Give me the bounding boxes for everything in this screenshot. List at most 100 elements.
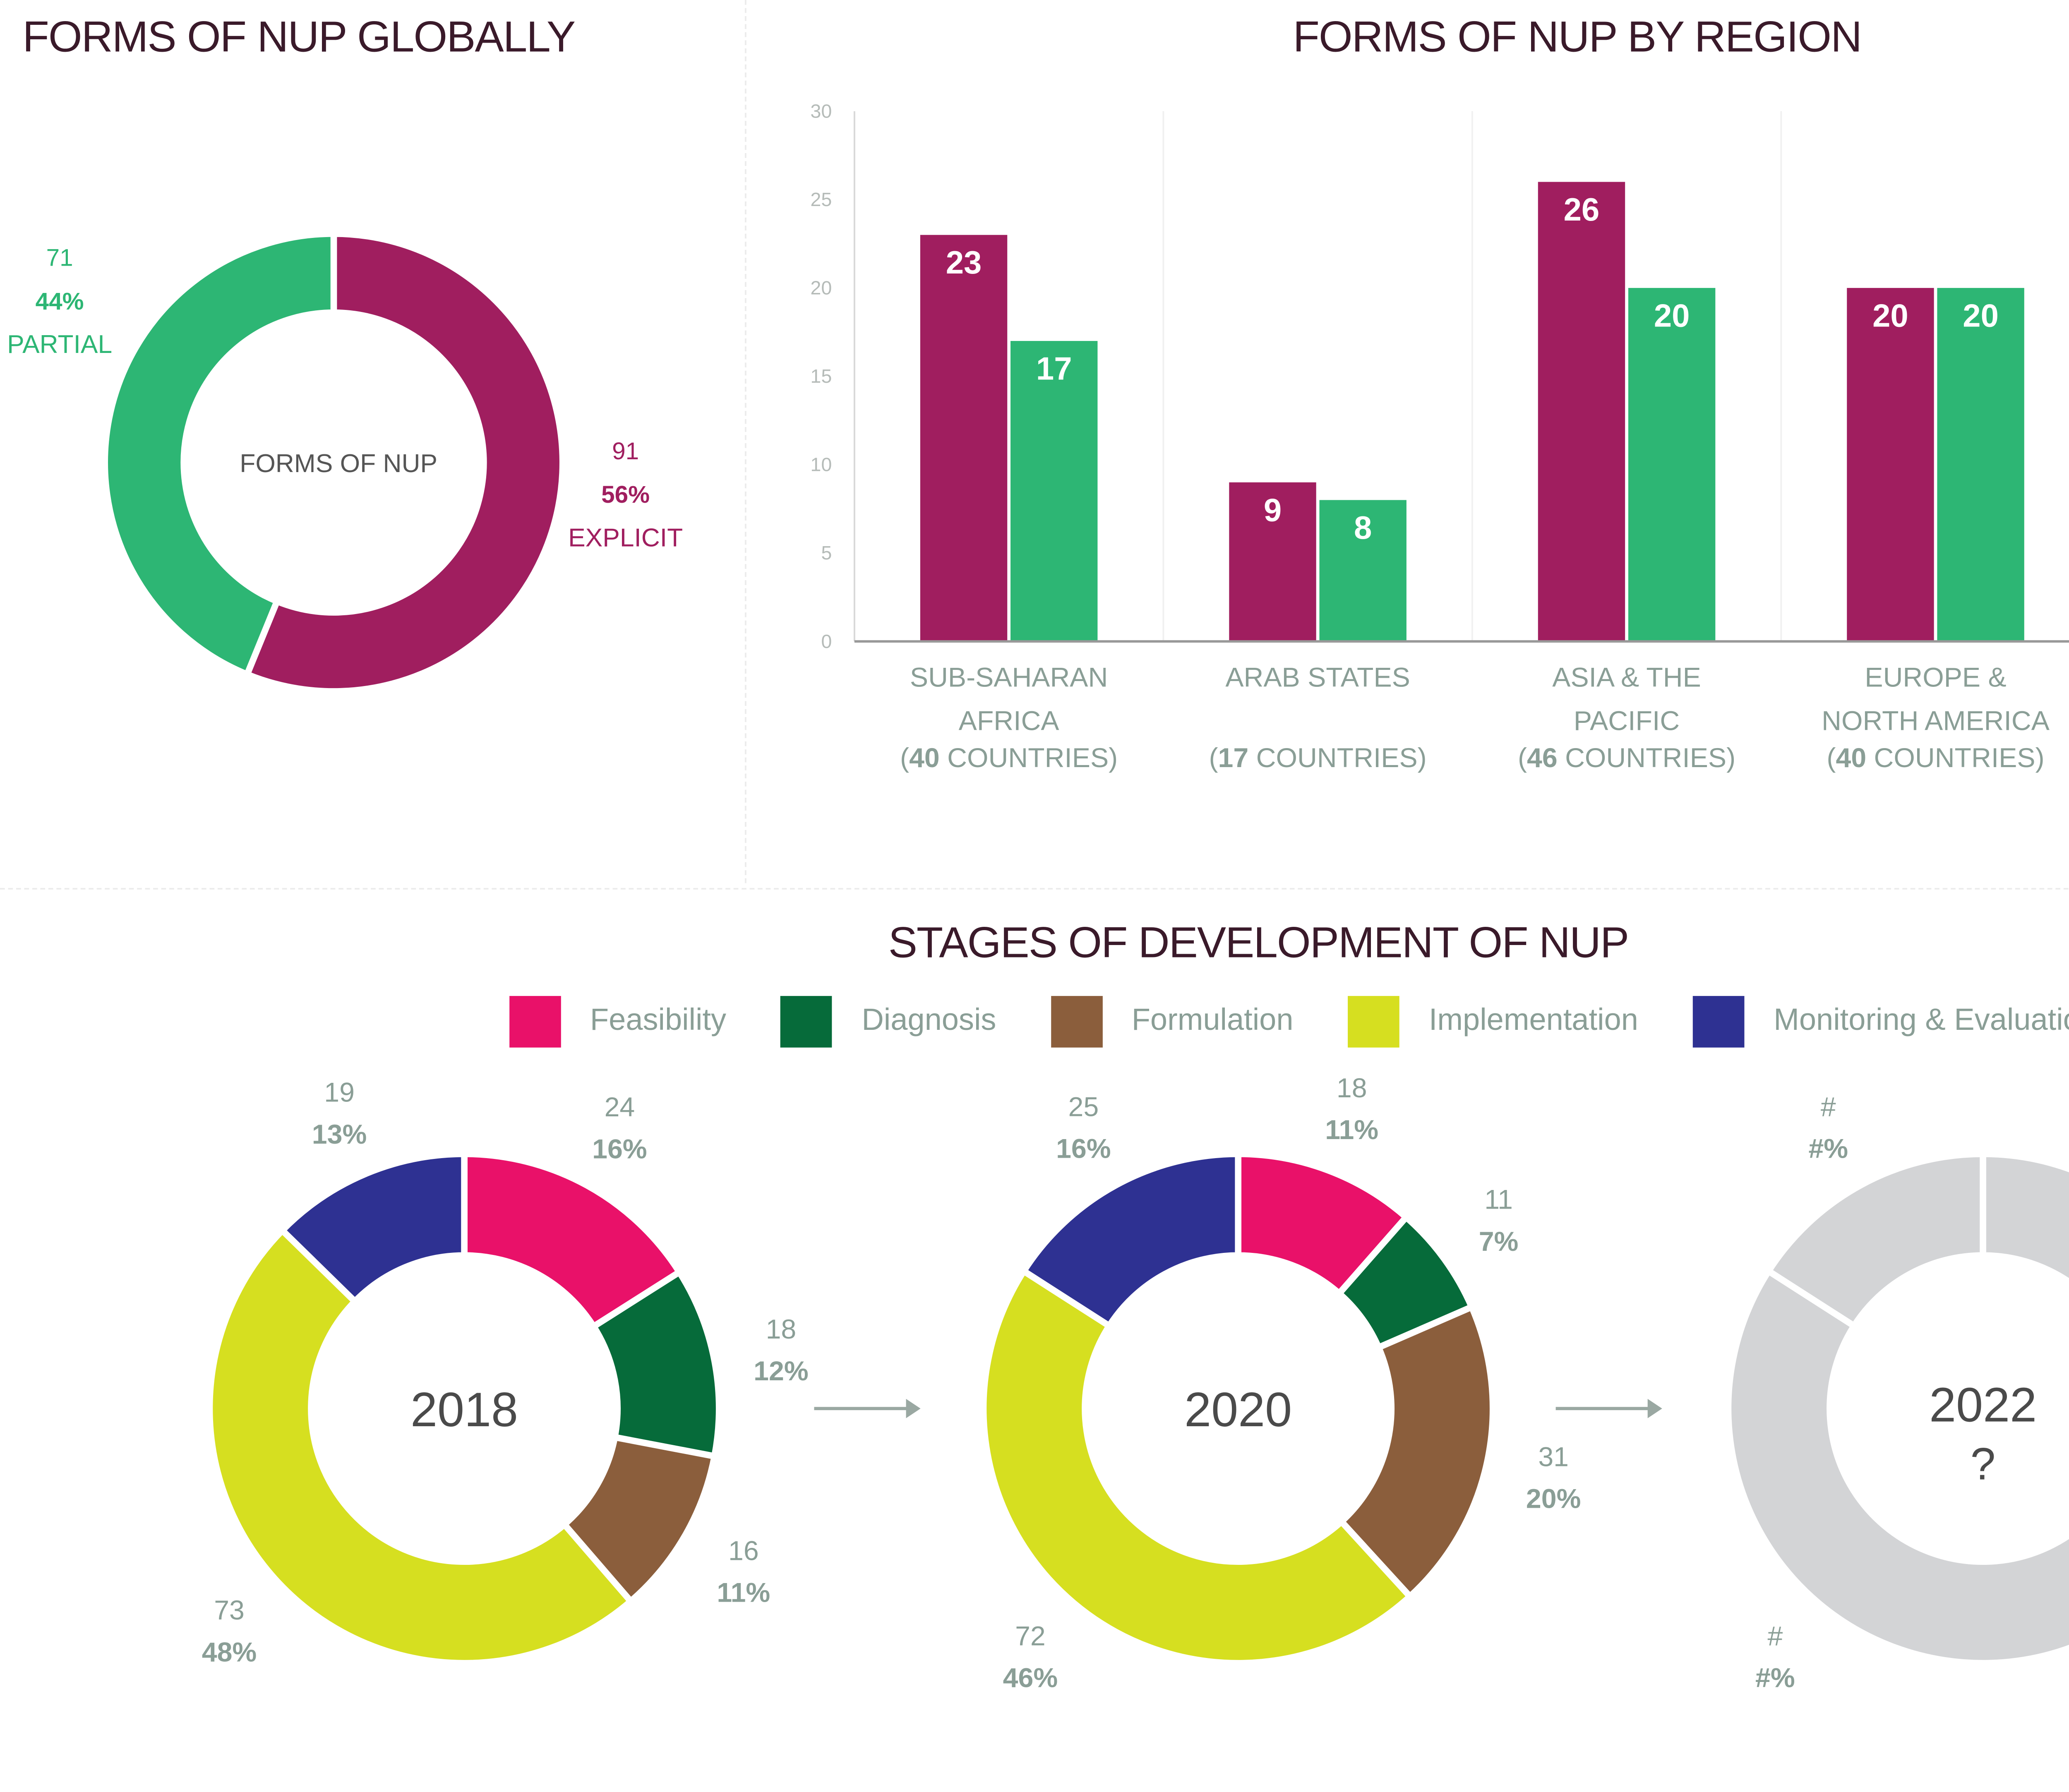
slice-percent-label: #% bbox=[1808, 1134, 1848, 1164]
stage-donut-2022: ##%##%##%##%##%2022? bbox=[1725, 1092, 2069, 1694]
bar-explicit bbox=[1229, 482, 1316, 642]
x-tick-label-line1: EUROPE & bbox=[1865, 662, 2006, 693]
bar-partial bbox=[1628, 288, 1716, 642]
donut-center-label: FORMS OF NUP bbox=[240, 449, 437, 478]
legend-label: Diagnosis bbox=[862, 1004, 996, 1038]
donut-year-label: 2022 bbox=[1929, 1377, 2037, 1432]
slice-count-label: 31 bbox=[1538, 1442, 1569, 1472]
legend-swatch bbox=[509, 996, 561, 1048]
donut-slice-partial bbox=[101, 230, 337, 679]
slice-count-label: 91 bbox=[612, 438, 639, 465]
y-tick-label: 10 bbox=[810, 454, 832, 475]
x-tick-label-line2: AFRICA bbox=[959, 705, 1060, 736]
bar-value-label: 9 bbox=[1264, 492, 1282, 528]
legend-swatch bbox=[1348, 996, 1400, 1048]
slice-count-label: 73 bbox=[214, 1595, 245, 1626]
vertical-divider bbox=[744, 0, 746, 883]
slice-count-label: 25 bbox=[1068, 1092, 1099, 1122]
legend-label: Implementation bbox=[1428, 1004, 1638, 1038]
legend-item-feasibility: Feasibility bbox=[509, 996, 726, 1048]
stage-donut-2020: 18 11% 11 7% 31 20% 72 46% 25 16% 2020 bbox=[980, 1077, 1581, 1694]
slice-percent-label: #% bbox=[1755, 1663, 1795, 1694]
slice-percent-label: 7% bbox=[1479, 1226, 1519, 1257]
donut-slice-implementation bbox=[1725, 1267, 2069, 1667]
donut-slice-formulation bbox=[1337, 1303, 1496, 1601]
legend-swatch bbox=[1051, 996, 1103, 1048]
slice-count-label: 16 bbox=[728, 1535, 759, 1566]
x-tick-label-line2: PACIFIC bbox=[1574, 705, 1680, 736]
bar-explicit bbox=[1538, 182, 1625, 642]
donut-slice-explicit bbox=[243, 230, 566, 695]
slice-count-label: 11 bbox=[1484, 1185, 1513, 1215]
legend-label: Monitoring & Evaluation bbox=[1774, 1004, 2069, 1038]
legend-label: Feasibility bbox=[590, 1004, 727, 1038]
slice-percent-label: 12% bbox=[754, 1356, 809, 1387]
slice-count-label: 72 bbox=[1015, 1621, 1046, 1652]
legend-swatch bbox=[781, 996, 833, 1048]
slice-count-label: # bbox=[1821, 1092, 1836, 1122]
bar-value-label: 20 bbox=[1963, 297, 1999, 333]
stages-legend: Feasibility Diagnosis Formulation Implem… bbox=[509, 996, 2069, 1048]
y-tick-label: 30 bbox=[810, 100, 832, 122]
slice-percent-label: 20% bbox=[1526, 1484, 1581, 1514]
slice-count-label: 24 bbox=[605, 1092, 635, 1123]
y-tick-label: 15 bbox=[810, 365, 832, 387]
stages-chart-title: STAGES OF DEVELOPMENT OF NUP bbox=[888, 919, 1630, 967]
bar-explicit bbox=[1847, 288, 1934, 642]
donut-slice-feasibility bbox=[461, 1151, 684, 1331]
region-chart-title: FORMS OF NUP BY REGION bbox=[1293, 13, 1863, 62]
bar-value-label: 23 bbox=[946, 244, 982, 281]
donut-unknown-label: ? bbox=[1971, 1439, 1996, 1490]
slice-percent-label: 46% bbox=[1003, 1663, 1058, 1694]
bar-partial bbox=[1010, 341, 1098, 642]
donut-slice-diagnosis bbox=[589, 1267, 722, 1460]
y-tick-label: 25 bbox=[810, 189, 832, 210]
arrow-icon bbox=[814, 1399, 921, 1418]
bar-value-label: 20 bbox=[1872, 297, 1908, 333]
slice-percent-label: 11% bbox=[1325, 1115, 1378, 1145]
slice-percent-label: 16% bbox=[1056, 1134, 1111, 1164]
global-donut-chart: FORMS OF NUP 91 56% EXPLICIT 71 44% PARTIAL bbox=[7, 230, 683, 695]
donut-slice-implementation bbox=[206, 1226, 636, 1667]
slice-percent-label: 56% bbox=[601, 481, 650, 508]
donut-slice-feasibility bbox=[1980, 1151, 2069, 1286]
donut-slice-monitoring-evaluation bbox=[278, 1151, 468, 1306]
donut-slice-feasibility bbox=[1235, 1151, 1411, 1298]
slice-count-label: 71 bbox=[46, 245, 73, 271]
slice-percent-label: 11% bbox=[717, 1578, 770, 1608]
slice-name-label: PARTIAL bbox=[7, 330, 112, 359]
slice-count-label: 18 bbox=[766, 1314, 797, 1345]
x-tick-label-countries: (17 COUNTRIES) bbox=[1209, 743, 1426, 773]
bar-value-label: 17 bbox=[1036, 350, 1072, 387]
legend-item-implementation: Implementation bbox=[1348, 996, 1638, 1048]
bar-partial bbox=[1319, 500, 1407, 642]
stage-donut-2018: 24 16% 18 12% 16 11% 73 48% 19 13% 2018 bbox=[202, 1077, 809, 1668]
slice-name-label: EXPLICIT bbox=[568, 523, 683, 552]
x-tick-label-line1: SUB-SAHARAN bbox=[910, 662, 1108, 693]
y-tick-label: 5 bbox=[821, 542, 832, 564]
donut-slice-monitoring-evaluation bbox=[1764, 1151, 1986, 1331]
arrow-icon bbox=[1555, 1399, 1662, 1418]
bar-value-label: 20 bbox=[1654, 297, 1690, 333]
slice-count-label: 18 bbox=[1337, 1077, 1367, 1104]
legend-swatch bbox=[1693, 996, 1745, 1048]
x-tick-label-line1: ASIA & THE bbox=[1552, 662, 1701, 693]
legend-item-monitoring-evaluation: Monitoring & Evaluation bbox=[1693, 996, 2069, 1048]
global-chart-title: FORMS OF NUP GLOBALLY bbox=[22, 13, 576, 62]
x-tick-label-countries: (46 COUNTRIES) bbox=[1518, 743, 1735, 773]
bar-value-label: 26 bbox=[1564, 191, 1600, 228]
legend-item-formulation: Formulation bbox=[1051, 996, 1294, 1048]
slice-count-label: 19 bbox=[324, 1077, 355, 1108]
y-tick-label: 0 bbox=[821, 631, 832, 652]
x-tick-label-countries: (40 COUNTRIES) bbox=[900, 743, 1118, 773]
slice-percent-label: 13% bbox=[312, 1119, 367, 1150]
region-bar-chart: 0 5 10 15 20 25 30 23 17 SUB-SAHARAN AFRICA (40 COU… bbox=[810, 100, 2069, 773]
bar-partial bbox=[1937, 288, 2024, 642]
slice-percent-label: 16% bbox=[592, 1134, 647, 1164]
horizontal-divider bbox=[0, 888, 2069, 890]
bar-explicit bbox=[920, 235, 1008, 642]
slice-count-label: # bbox=[1767, 1621, 1783, 1652]
bar-value-label: 8 bbox=[1354, 509, 1372, 546]
x-tick-label-line1: ARAB STATES bbox=[1225, 662, 1410, 693]
